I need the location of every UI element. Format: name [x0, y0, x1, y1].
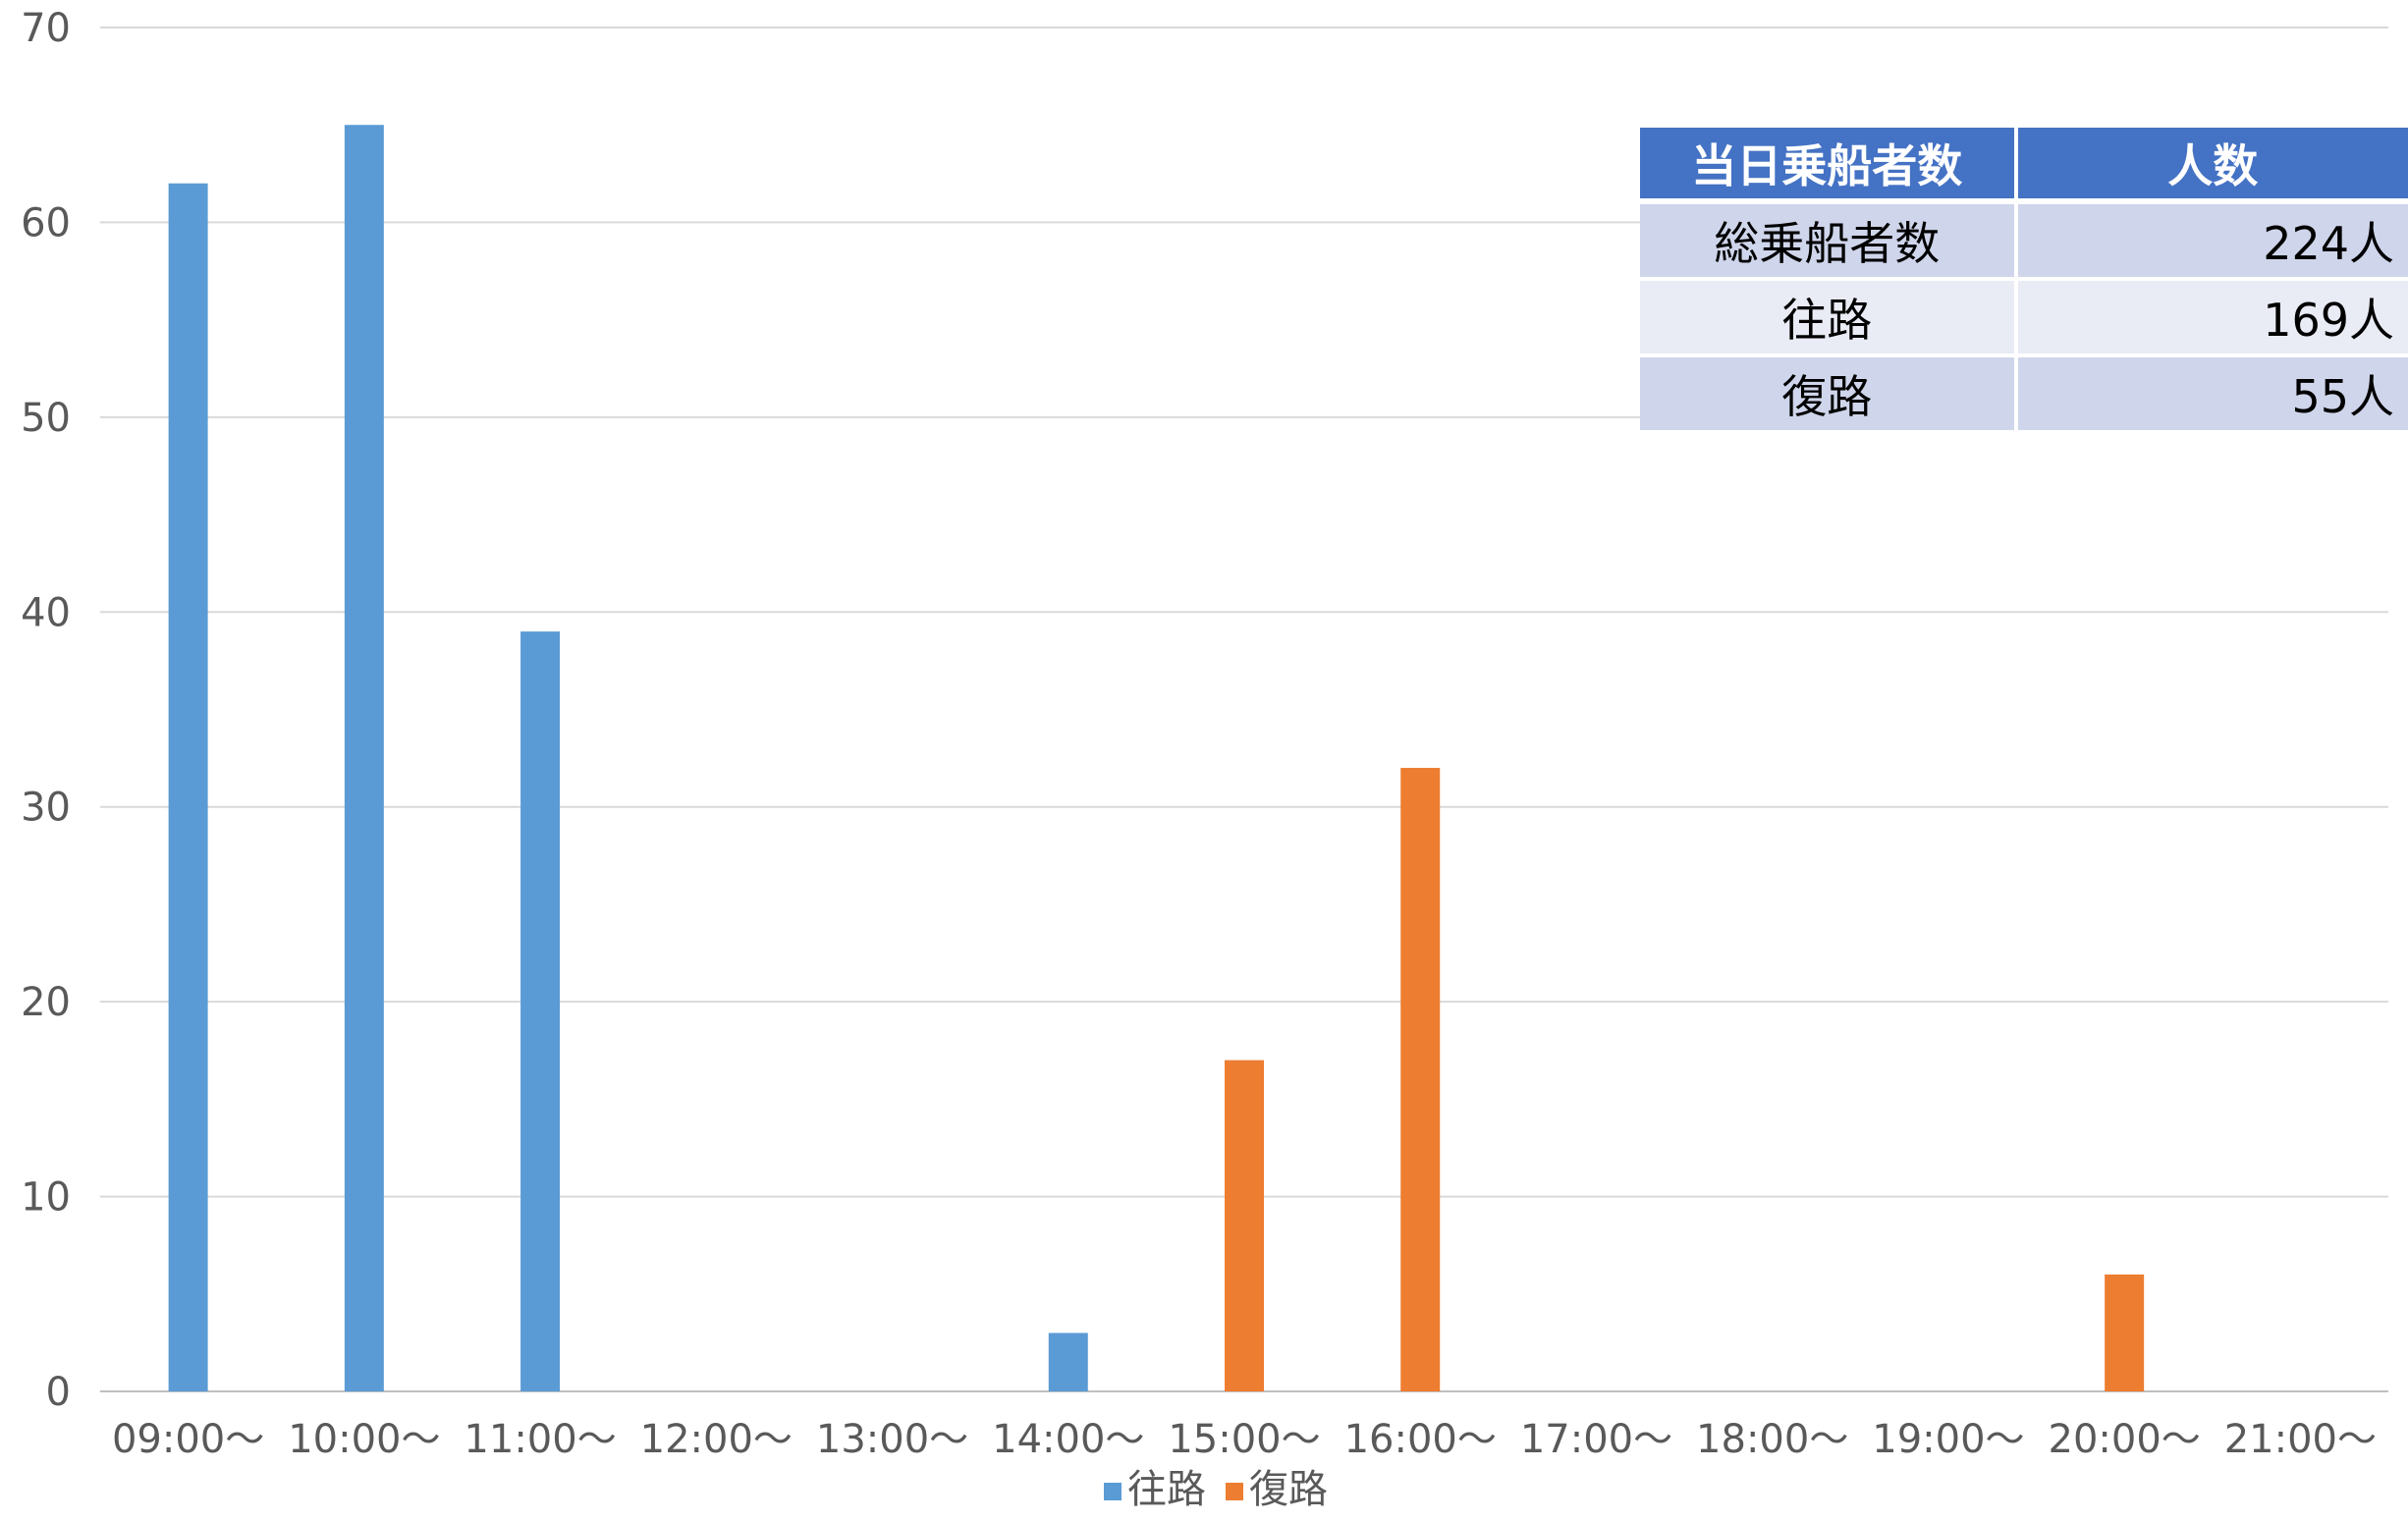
- bar: [2105, 1274, 2145, 1391]
- bars: [168, 125, 2145, 1392]
- legend: 往路 復路: [1104, 1467, 1328, 1512]
- y-tick-label: 10: [21, 1175, 71, 1221]
- y-tick-label: 50: [21, 396, 71, 441]
- y-tick-label: 0: [46, 1370, 71, 1415]
- bar: [168, 183, 208, 1391]
- x-tick-label: 13:00～: [816, 1417, 968, 1462]
- summary-row-total: 総乗船者数 224人: [1640, 201, 2408, 281]
- summary-row-label: 往路: [1640, 279, 2018, 357]
- y-tick-label: 30: [21, 786, 71, 831]
- bar: [1400, 768, 1441, 1391]
- summary-header-row: 当日乗船者数 人数: [1640, 128, 2408, 204]
- x-tick-label: 21:00～: [2224, 1417, 2377, 1462]
- summary-row-label: 復路: [1640, 355, 2018, 434]
- legend-label: 復路: [1249, 1467, 1328, 1512]
- legend-label: 往路: [1127, 1467, 1206, 1512]
- legend-swatch: [1104, 1483, 1122, 1500]
- summary-row-value: 55人: [2015, 355, 2408, 434]
- y-tick-label: 60: [21, 200, 71, 245]
- x-tick-label: 15:00～: [1168, 1417, 1320, 1462]
- summary-row-value: 169人: [2015, 279, 2408, 357]
- summary-row-value: 224人: [2015, 201, 2408, 281]
- y-tick-label: 70: [21, 6, 71, 51]
- bar: [520, 631, 561, 1391]
- bar: [344, 125, 384, 1392]
- summary-header-value: 人数: [2015, 128, 2408, 204]
- x-tick-label: 17:00～: [1520, 1417, 1672, 1462]
- x-tick-label: 16:00～: [1344, 1417, 1497, 1462]
- y-tick-label: 20: [21, 980, 71, 1025]
- x-tick-label: 11:00～: [464, 1417, 616, 1462]
- summary-header-label: 当日乗船者数: [1640, 128, 2018, 204]
- x-tick-label: 14:00～: [992, 1417, 1144, 1462]
- bar: [1225, 1060, 1264, 1391]
- x-axis: 09:00～ 10:00～ 11:00～ 12:00～ 13:00～ 14:00～ 15:0…: [112, 1417, 2377, 1462]
- passenger-summary-table: 当日乗船者数 人数 総乗船者数 224人 往路 169人 復路 55人: [1640, 128, 2408, 434]
- x-tick-label: 19:00～: [1872, 1417, 2024, 1462]
- x-tick-label: 10:00～: [288, 1417, 440, 1462]
- x-tick-label: 12:00～: [640, 1417, 793, 1462]
- bar: [1048, 1332, 1088, 1391]
- x-tick-label: 18:00～: [1696, 1417, 1848, 1462]
- x-tick-label: 20:00～: [2049, 1417, 2201, 1462]
- summary-row-label: 総乗船者数: [1640, 201, 2018, 281]
- gridlines: [100, 27, 2388, 1392]
- y-tick-label: 40: [21, 590, 71, 635]
- legend-swatch: [1226, 1483, 1243, 1500]
- summary-row-return: 復路 55人: [1640, 355, 2408, 434]
- y-axis: 0 10 20 30 40 50 60 70: [21, 6, 71, 1415]
- summary-row-outbound: 往路 169人: [1640, 279, 2408, 357]
- x-tick-label: 09:00～: [112, 1417, 264, 1462]
